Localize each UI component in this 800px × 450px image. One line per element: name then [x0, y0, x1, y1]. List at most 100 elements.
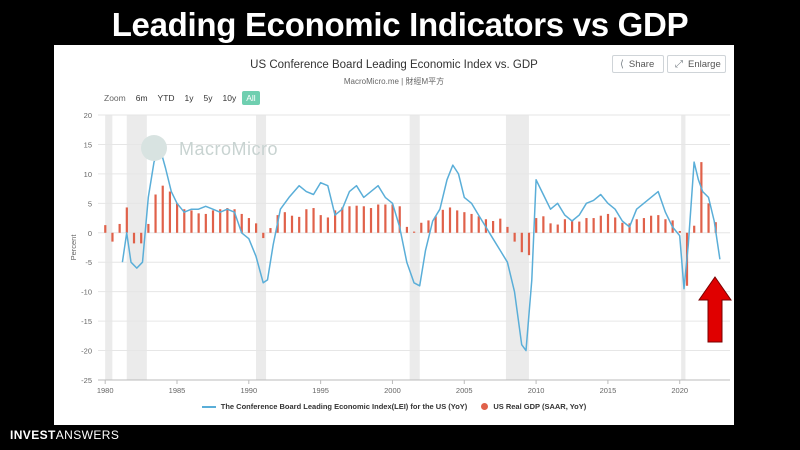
gdp-bar	[448, 207, 452, 233]
y-tick-label: 10	[84, 170, 92, 179]
gdp-bar	[398, 206, 401, 233]
brand-logo: INVESTANSWERS	[10, 428, 119, 442]
chart-subtitle: MacroMicro.me | 財經M平方	[343, 77, 445, 86]
x-tick-label: 2000	[384, 386, 401, 395]
recession-band	[105, 115, 113, 380]
y-tick-label: 20	[84, 111, 92, 120]
gdp-bar	[118, 223, 121, 233]
x-tick-label: 2005	[456, 386, 473, 395]
gdp-bar	[283, 212, 286, 233]
legend: The Conference Board Leading Economic In…	[54, 402, 734, 411]
gdp-bar	[585, 218, 588, 233]
enlarge-button[interactable]: ⤢ Enlarge	[667, 55, 726, 73]
recession-band	[409, 115, 420, 380]
gdp-bar	[614, 217, 617, 233]
gdp-bar	[642, 218, 646, 233]
recession-band	[681, 115, 686, 380]
gdp-bar	[549, 223, 552, 233]
zoom-10y-button[interactable]: 10y	[222, 93, 237, 103]
share-icon: ⟨	[620, 58, 624, 70]
gdp-bar	[635, 219, 638, 233]
y-tick-label: 0	[88, 229, 92, 238]
gdp-bar	[535, 218, 538, 233]
gdp-bar	[334, 210, 337, 233]
gdp-bar	[405, 226, 409, 233]
x-tick-label: 2010	[528, 386, 545, 395]
gdp-bar	[326, 217, 330, 233]
gdp-bar	[499, 218, 502, 233]
y-axis-label: Percent	[69, 234, 78, 261]
legend-item-lei[interactable]: The Conference Board Leading Economic In…	[201, 402, 468, 411]
gdp-bar	[132, 232, 136, 244]
gdp-bar	[312, 208, 315, 233]
zoom-5y-button[interactable]: 5y	[203, 93, 213, 103]
zoom-1y-button[interactable]: 1y	[184, 93, 194, 103]
brand-light-text: ANSWERS	[55, 428, 120, 442]
gdp-bar	[377, 204, 380, 233]
gdp-bar	[305, 209, 308, 233]
gdp-bar	[233, 209, 236, 233]
x-tick-label: 1980	[97, 386, 114, 395]
gdp-bar	[391, 204, 394, 233]
zoom-6m-button[interactable]: 6m	[135, 93, 148, 103]
zoom-all-button[interactable]: All	[242, 91, 260, 105]
zoom-label: Zoom	[104, 93, 126, 103]
recession-band	[126, 115, 147, 380]
gdp-bar	[621, 222, 624, 233]
legend-label-lei: The Conference Board Leading Economic In…	[220, 402, 468, 411]
gdp-bar	[168, 191, 172, 233]
gdp-bar	[111, 232, 114, 242]
gdp-bar	[384, 204, 387, 233]
y-tick-label: 5	[88, 199, 92, 208]
zoom-bar: Zoom 6m YTD 1y 5y 10y All	[104, 91, 260, 105]
gdp-bar	[298, 216, 301, 233]
gdp-bar	[427, 220, 430, 233]
y-tick-label: -20	[81, 347, 92, 356]
gdp-bar	[219, 209, 222, 233]
share-button[interactable]: ⟨ Share	[612, 55, 664, 73]
legend-item-gdp[interactable]: US Real GDP (SAAR, YoY)	[481, 402, 586, 411]
gdp-bar	[154, 194, 157, 233]
gdp-bar	[125, 207, 128, 233]
expand-icon: ⤢	[675, 58, 683, 70]
gdp-bar	[563, 219, 567, 233]
brand-bold-text: INVEST	[10, 428, 56, 442]
gdp-bar	[693, 225, 696, 233]
gdp-bar	[571, 220, 574, 233]
gdp-bar	[319, 215, 322, 233]
gdp-bar	[434, 216, 437, 233]
gdp-bar	[527, 232, 531, 256]
gdp-bar	[140, 232, 143, 244]
gdp-bar	[255, 223, 258, 233]
red-up-arrow-icon	[698, 276, 732, 343]
zoom-ytd-button[interactable]: YTD	[157, 93, 175, 103]
gdp-bar	[420, 222, 423, 233]
gdp-bar	[664, 219, 667, 233]
gdp-bar	[542, 216, 545, 233]
macromicro-logo-icon	[141, 135, 167, 161]
chart-panel: US Conference Board Leading Economic Ind…	[54, 45, 734, 425]
gdp-bar	[599, 215, 602, 233]
gdp-bar	[477, 216, 480, 233]
x-tick-label: 2020	[671, 386, 688, 395]
gdp-bar	[657, 215, 660, 233]
headline: Leading Economic Indicators vs GDP	[111, 6, 689, 43]
gdp-bar	[506, 226, 509, 233]
watermark: MacroMicro	[179, 139, 279, 159]
gdp-bar	[362, 206, 365, 233]
gdp-bar	[247, 218, 251, 233]
gdp-bar	[556, 224, 559, 233]
gdp-bar	[290, 215, 294, 233]
recession-band	[505, 115, 529, 380]
gdp-bar	[197, 213, 200, 233]
lei-series-line	[121, 146, 721, 352]
gdp-bar	[240, 213, 243, 233]
gdp-bar	[211, 210, 215, 233]
legend-line-swatch	[201, 405, 216, 408]
gdp-bar	[147, 223, 150, 233]
recession-band	[256, 115, 267, 380]
y-tick-label: -15	[81, 317, 92, 326]
gdp-bar	[104, 225, 107, 233]
gdp-bar	[592, 218, 595, 233]
